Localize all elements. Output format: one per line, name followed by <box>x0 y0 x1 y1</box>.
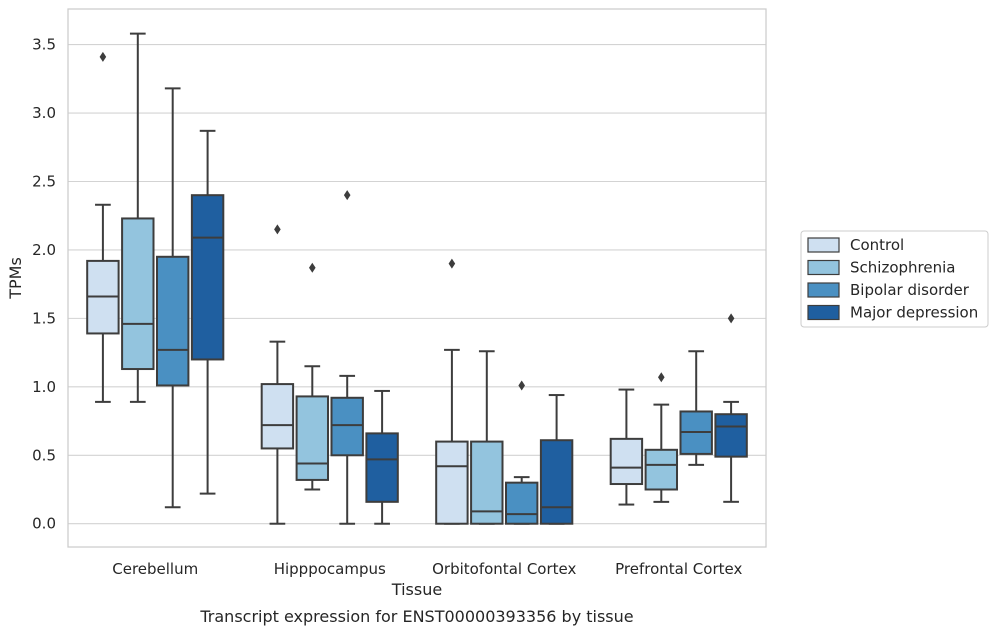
box-group <box>260 224 295 525</box>
y-axis-ticks: 0.0 0.5 1.0 1.5 2.0 2.5 3.0 3.5 <box>32 36 56 533</box>
x-tick-label: Orbitofontal Cortex <box>432 560 576 578</box>
outlier-point <box>658 372 665 383</box>
box-group <box>121 32 155 403</box>
box-group <box>330 190 364 525</box>
box <box>435 440 469 525</box>
y-tick-label: 3.5 <box>32 36 56 54</box>
legend: Control Schizophrenia Bipolar disorder Majo… <box>800 230 989 328</box>
legend-label: Schizophrenia <box>850 259 955 277</box>
box <box>609 437 644 486</box>
box <box>295 395 330 481</box>
box <box>504 481 539 525</box>
box-group <box>435 258 469 525</box>
plot-frame <box>67 8 767 548</box>
legend-item: Schizophrenia <box>807 259 955 277</box>
box <box>714 413 748 458</box>
y-tick-label: 2.0 <box>32 241 56 259</box>
box-group <box>644 372 679 503</box>
legend-swatch <box>807 259 840 276</box>
legend-swatch <box>807 237 840 253</box>
box <box>330 396 364 457</box>
outlier-point <box>448 258 456 269</box>
box <box>539 439 574 525</box>
chart-caption: Transcript expression for ENST0000039335… <box>199 607 633 626</box>
legend-item: Major depression <box>807 304 978 322</box>
y-tick-label: 1.0 <box>32 378 56 396</box>
x-tick-label: Prefrontal Cortex <box>615 560 742 578</box>
box <box>155 255 190 387</box>
box <box>365 432 399 503</box>
box <box>121 217 155 371</box>
box <box>470 440 504 525</box>
box-group <box>190 129 225 495</box>
box-group <box>504 380 539 525</box>
box <box>644 448 679 491</box>
x-tick-label: Cerebellum <box>112 560 198 578</box>
legend-label: Bipolar disorder <box>850 281 970 299</box>
box-group <box>714 313 748 503</box>
x-axis-label: Tissue <box>391 580 442 599</box>
x-tick-label: Hipppocampus <box>274 560 386 578</box>
y-tick-label: 3.0 <box>32 104 56 122</box>
box-group <box>86 51 120 403</box>
legend-item: Control <box>807 236 904 254</box>
box-group <box>295 262 330 491</box>
outlier-point <box>727 313 735 324</box>
legend-swatch <box>807 282 840 298</box>
legend-label: Control <box>850 236 904 254</box>
outlier-point <box>99 51 107 62</box>
outlier-point <box>518 380 525 391</box>
box <box>260 383 295 450</box>
y-tick-label: 0.0 <box>32 515 56 533</box>
box-group <box>679 350 713 466</box>
y-tick-label: 0.5 <box>32 446 56 464</box>
x-axis-ticks: Cerebellum Hipppocampus Orbitofontal Corte… <box>112 560 742 578</box>
box-group <box>539 394 574 525</box>
box-group <box>155 87 190 509</box>
y-tick-label: 1.5 <box>32 309 56 327</box>
box <box>190 194 225 361</box>
y-tick-label: 2.5 <box>32 172 56 190</box>
outlier-point <box>274 224 281 235</box>
y-axis-label: TPMs <box>6 257 25 300</box>
box-group <box>609 388 644 506</box>
box-group <box>470 350 504 525</box>
legend-items: Control Schizophrenia Bipolar disorder Majo… <box>807 236 978 322</box>
legend-label: Major depression <box>850 304 978 322</box>
legend-frame <box>800 230 989 328</box>
outlier-point <box>309 262 316 273</box>
legend-swatch <box>807 304 840 321</box>
box-layer <box>86 32 748 525</box>
outlier-point <box>343 190 351 201</box>
legend-item: Bipolar disorder <box>807 281 970 299</box>
box-group <box>365 389 399 525</box>
